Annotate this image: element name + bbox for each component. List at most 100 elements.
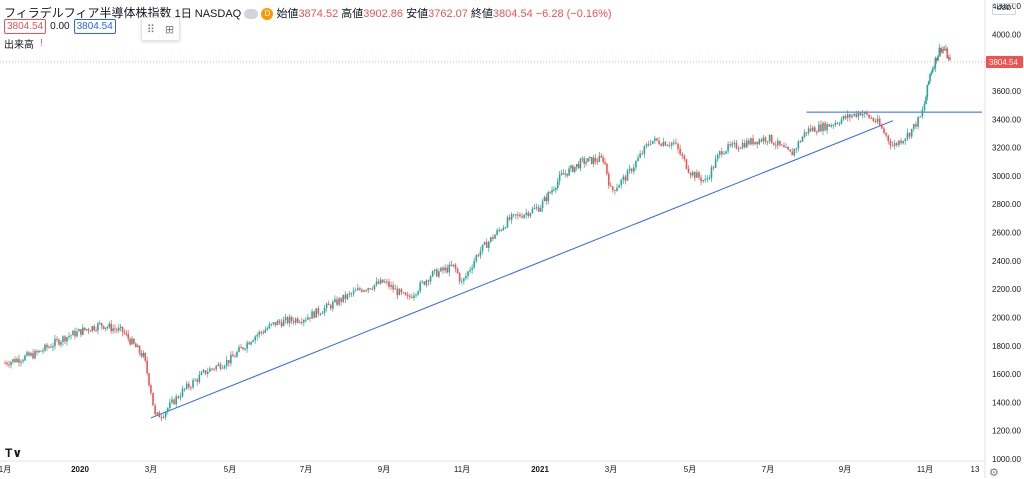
warning-icon[interactable]: ! <box>40 38 43 49</box>
candle-body <box>733 142 736 144</box>
candle-body <box>579 159 582 169</box>
candle-body <box>846 114 849 119</box>
candle-body <box>656 138 658 141</box>
candle-body <box>609 185 612 187</box>
candle-body <box>895 143 898 146</box>
candle-body <box>411 296 413 298</box>
candle-body <box>66 337 68 342</box>
candle-body <box>402 292 405 294</box>
candle-body <box>870 117 872 119</box>
candle-body <box>925 96 927 105</box>
candle-body <box>158 412 161 418</box>
candle-body <box>342 294 345 302</box>
candle-body <box>639 153 641 158</box>
candle-body <box>190 387 192 389</box>
candle-body <box>458 273 461 282</box>
candle-body <box>577 164 580 169</box>
candle-body <box>512 214 515 216</box>
candle-body <box>221 367 224 369</box>
object-tree-widget[interactable]: ⠿ ⊞ <box>141 17 180 41</box>
candle-body <box>452 264 455 267</box>
candle-body <box>18 358 20 363</box>
candle-body <box>350 293 353 295</box>
candle-body <box>34 350 36 359</box>
candle-body <box>10 361 12 366</box>
candle-body <box>262 332 265 334</box>
candle-body <box>743 142 746 148</box>
candle-body <box>596 161 599 163</box>
candle-body <box>192 380 194 388</box>
currency-selector[interactable]: USD <box>992 3 1016 15</box>
tradingview-logo-icon[interactable]: T∨ <box>5 446 23 460</box>
candle-body <box>681 154 684 157</box>
candle-body <box>641 153 644 155</box>
candle-body <box>70 335 72 337</box>
candle-body <box>581 158 584 160</box>
candle-body <box>359 288 361 290</box>
candle-body <box>404 292 407 296</box>
candle-body <box>202 370 205 373</box>
grid-plus-icon[interactable]: ⊞ <box>164 23 175 36</box>
buy-button[interactable]: 3804.54 <box>73 19 116 34</box>
candle-body <box>589 157 591 159</box>
candle-body <box>278 320 281 323</box>
y-tick-label: 1600.00 <box>992 370 1021 379</box>
candle-body <box>288 317 291 324</box>
y-tick-label: 2400.00 <box>992 257 1021 266</box>
y-tick-label: 4000.00 <box>992 30 1021 39</box>
drag-handle-icon[interactable]: ⠿ <box>146 23 155 36</box>
candle-body <box>809 128 812 131</box>
candle-body <box>893 143 896 146</box>
candle-body <box>694 171 696 178</box>
candle-body <box>687 168 690 173</box>
candle-body <box>908 132 911 137</box>
candle-body <box>317 308 320 314</box>
candle-body <box>127 333 130 339</box>
gear-icon[interactable]: ⚙ <box>989 467 999 479</box>
candle-body <box>417 291 419 295</box>
candle-body <box>357 288 359 291</box>
volume-label[interactable]: 出来高 <box>4 40 34 51</box>
candle-body <box>166 408 169 412</box>
candle-body <box>185 383 188 389</box>
candle-body <box>558 174 561 182</box>
candle-body <box>427 280 430 282</box>
candle-body <box>649 143 652 145</box>
candle-body <box>473 260 476 268</box>
x-tick-label: 9月 <box>378 465 390 474</box>
candle-body <box>745 140 748 148</box>
candle-body <box>54 338 56 347</box>
candle-body <box>60 341 62 345</box>
candle-body <box>363 290 365 292</box>
candle-body <box>95 329 97 331</box>
candle-body <box>573 166 576 172</box>
symbol-title[interactable]: フィラデルフィア半導体株指数 <box>4 6 172 20</box>
candle-body <box>284 317 287 320</box>
candle-body <box>941 49 943 53</box>
candle-body <box>785 146 787 148</box>
candle-body <box>947 57 950 59</box>
candle-body <box>614 189 616 191</box>
candle-body <box>444 267 446 271</box>
candle-body <box>264 329 267 333</box>
candle-body <box>838 123 841 125</box>
support-trend-line[interactable] <box>150 120 894 419</box>
sell-button[interactable]: 3804.54 <box>4 19 47 34</box>
candle-body <box>52 346 54 348</box>
eye-icon[interactable] <box>244 9 259 20</box>
candle-body <box>855 113 858 117</box>
candle-body <box>361 289 363 292</box>
candle-body <box>942 49 945 51</box>
candle-body <box>406 295 409 297</box>
candle-body <box>156 412 159 415</box>
candle-body <box>630 168 633 172</box>
candle-body <box>828 124 830 127</box>
candle-body <box>718 151 721 155</box>
candle-body <box>367 288 370 291</box>
candle-body <box>80 329 82 335</box>
candle-body <box>712 167 715 169</box>
y-tick-label: 2600.00 <box>992 229 1021 238</box>
candle-body <box>706 178 709 180</box>
candle-body <box>811 127 814 131</box>
